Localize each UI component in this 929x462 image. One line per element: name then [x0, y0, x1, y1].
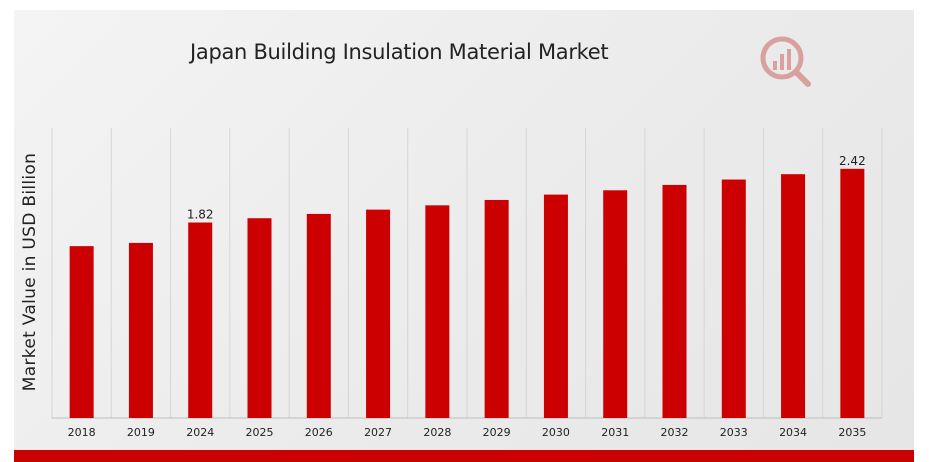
data-label-2024: 1.82: [187, 208, 214, 222]
bar-2027: [366, 209, 391, 418]
x-tick-label: 2033: [720, 426, 748, 439]
data-label-2035: 2.42: [839, 154, 866, 168]
bar-2026: [306, 213, 331, 418]
bar-2024: [188, 222, 213, 418]
x-tick-label: 2024: [186, 426, 214, 439]
bar-2034: [781, 174, 806, 418]
x-tick-label: 2019: [127, 426, 155, 439]
bar-2033: [721, 179, 746, 418]
bar-2031: [603, 190, 628, 418]
bar-2028: [425, 205, 450, 418]
bar-2032: [662, 184, 687, 418]
x-tick-label: 2025: [246, 426, 274, 439]
bar-2019: [128, 242, 153, 418]
x-tick-label: 2030: [542, 426, 570, 439]
x-tick-label: 2035: [838, 426, 866, 439]
bottom-accent-bar: [14, 450, 914, 462]
x-tick-label: 2032: [661, 426, 689, 439]
chart-card: [14, 10, 914, 450]
chart-title: Japan Building Insulation Material Marke…: [190, 40, 609, 64]
bar-2025: [247, 218, 272, 418]
x-tick-label: 2029: [483, 426, 511, 439]
bar-2029: [484, 199, 509, 418]
x-tick-label: 2027: [364, 426, 392, 439]
x-tick-label: 2018: [68, 426, 96, 439]
x-tick-label: 2034: [779, 426, 807, 439]
x-tick-label: 2026: [305, 426, 333, 439]
x-tick-label: 2031: [601, 426, 629, 439]
bar-2035: [840, 168, 865, 418]
bar-2018: [69, 246, 94, 418]
bar-2030: [543, 194, 568, 418]
market-research-logo-icon: [760, 36, 811, 87]
x-tick-label: 2028: [423, 426, 451, 439]
